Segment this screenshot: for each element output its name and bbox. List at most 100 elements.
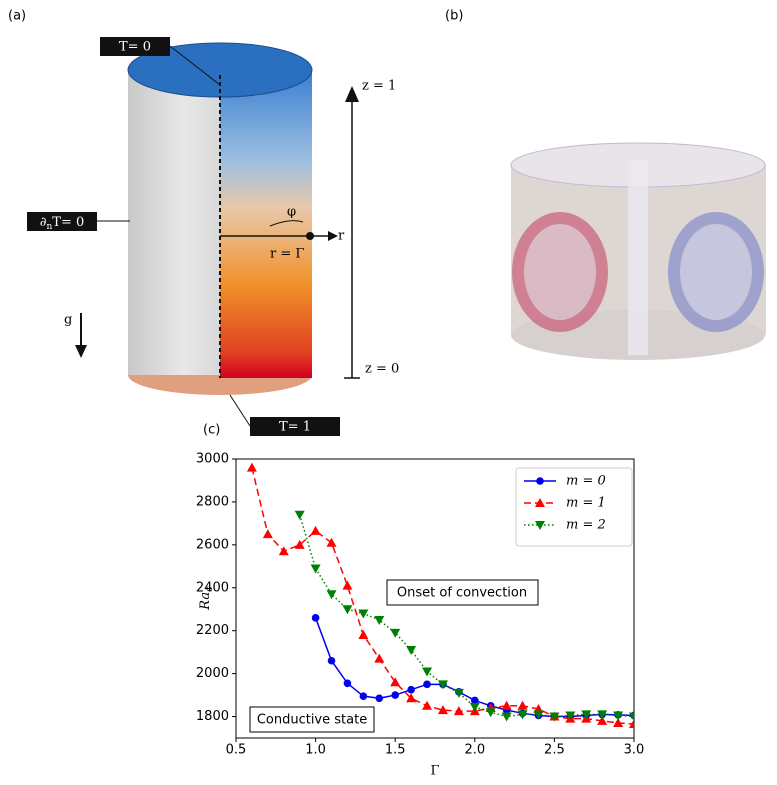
marker — [390, 628, 401, 638]
marker — [629, 712, 634, 722]
marker — [597, 715, 608, 725]
marker — [391, 691, 400, 699]
leader — [229, 394, 251, 427]
arrowhead — [328, 231, 338, 241]
arrowhead — [75, 345, 87, 358]
panel-label: (a) — [8, 9, 26, 24]
marker — [327, 656, 336, 665]
marker — [485, 708, 496, 718]
marker — [549, 712, 560, 722]
roll-core — [680, 224, 752, 320]
marker — [581, 710, 592, 720]
legend-label: m = 2 — [566, 518, 606, 533]
plume — [628, 160, 648, 355]
marker — [359, 692, 368, 700]
marker — [326, 590, 337, 600]
marker — [407, 685, 415, 694]
x-tick-label: 0.5 — [226, 743, 247, 758]
bottom-bc: T= 1 — [279, 420, 311, 435]
marker — [533, 710, 544, 720]
marker — [358, 609, 369, 619]
flow-rendering — [510, 142, 766, 360]
top-bc: T= 0 — [119, 40, 151, 55]
panel-label: (b) — [445, 9, 463, 24]
legend-marker — [536, 477, 544, 485]
cylinder-wall — [128, 70, 220, 375]
series-line — [298, 514, 634, 718]
legend-marker — [535, 498, 545, 507]
marker — [423, 680, 431, 689]
temperature-field — [220, 70, 312, 378]
marker — [326, 537, 337, 547]
plot-frame — [235, 458, 635, 739]
marker — [342, 605, 353, 615]
marker — [406, 646, 417, 656]
y-tick-label: 1800 — [196, 709, 229, 724]
z-bottom: z = 0 — [365, 362, 399, 377]
marker — [310, 525, 321, 535]
x-tick-label: 1.0 — [305, 743, 326, 758]
marker — [343, 679, 352, 688]
annotation-box — [249, 706, 375, 733]
marker — [629, 719, 634, 729]
marker — [358, 629, 369, 639]
x-tick-label: 3.0 — [624, 743, 645, 758]
phi-arc — [269, 220, 304, 227]
marker — [597, 710, 608, 720]
label-box — [250, 417, 340, 436]
marker — [422, 700, 433, 710]
marker — [375, 694, 384, 703]
marker — [310, 564, 321, 574]
marker — [294, 539, 305, 549]
gravity-label: g — [64, 313, 72, 328]
side-bc: ∂nT= 0 — [40, 215, 85, 232]
marker — [311, 614, 320, 622]
y-tick-label: 2200 — [196, 623, 229, 638]
marker — [471, 696, 479, 705]
legend-label: m = 0 — [566, 474, 606, 489]
marker — [374, 653, 385, 663]
arrowhead — [345, 86, 359, 102]
label-box — [100, 37, 170, 56]
roll-core — [524, 224, 596, 320]
marker — [453, 706, 464, 716]
marker — [501, 700, 512, 710]
marker — [422, 667, 433, 677]
y-tick-label: 3000 — [196, 452, 229, 467]
legend-box — [515, 467, 633, 547]
boundary-point — [306, 232, 314, 240]
legend-label: m = 1 — [566, 496, 606, 511]
marker — [406, 693, 417, 703]
x-axis-label: Γ — [430, 764, 439, 779]
x-tick-label: 2.5 — [544, 743, 565, 758]
y-tick-label: 2600 — [196, 537, 229, 552]
marker — [390, 677, 401, 687]
y-tick-label: 2000 — [196, 666, 229, 681]
marker — [565, 711, 576, 721]
annotation: Onset of convection — [397, 586, 527, 601]
leader — [169, 45, 221, 86]
marker — [501, 712, 512, 722]
marker — [613, 711, 624, 721]
marker — [374, 615, 385, 625]
r-label: r — [338, 229, 345, 244]
y-axis-label: Rac — [198, 586, 215, 611]
marker — [469, 702, 480, 712]
marker — [342, 580, 353, 590]
y-tick-label: 2400 — [196, 580, 229, 595]
cylinder-diagram: T= 0 ∂nT= 0 T= 1 z = 1 z = 0 r r = Γ φ g — [27, 37, 399, 436]
marker — [278, 546, 289, 556]
x-tick-label: 2.0 — [464, 743, 485, 758]
panel-label: (c) — [203, 423, 220, 438]
legend-marker — [535, 521, 545, 530]
x-tick-label: 1.5 — [385, 743, 406, 758]
z-top: z = 1 — [362, 79, 396, 94]
marker — [262, 529, 273, 539]
marker — [517, 700, 528, 710]
plot-area — [246, 462, 634, 729]
y-tick-label: 2800 — [196, 494, 229, 509]
annotation: Conductive state — [257, 713, 367, 728]
marker — [294, 510, 305, 520]
chart: Onset of convection Conductive state Γ R… — [198, 458, 635, 779]
